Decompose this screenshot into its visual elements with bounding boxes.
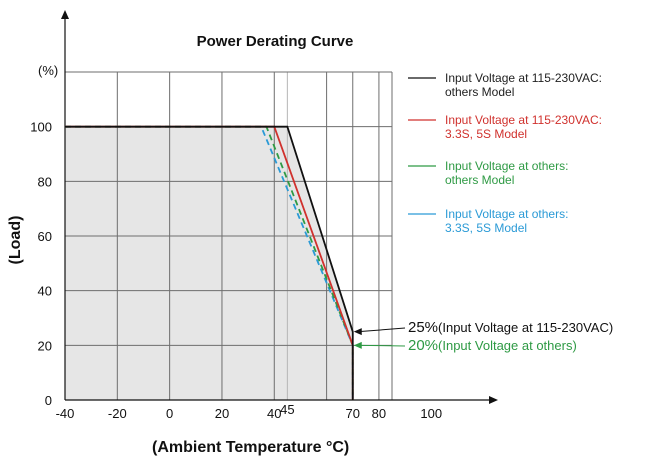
x-tick-label: 40 [267,406,281,421]
annotation-label: 25%(Input Voltage at 115-230VAC) [408,319,613,336]
annotations: 25%(Input Voltage at 115-230VAC)20%(Inpu… [353,319,613,354]
x-tick-label: -40 [56,406,75,421]
y-tick-label: 20 [38,338,52,353]
legend: Input Voltage at 115-230VAC:others Model… [408,71,602,235]
series-lines [65,125,354,400]
legend-label: Input Voltage at others: [445,159,568,173]
y-axis-label: (Load) [7,216,24,265]
x-axis-arrow [489,396,498,404]
x-tick-label: 70 [346,406,360,421]
annotation-arrow [358,344,406,347]
x-tick-label: 0 [166,406,173,421]
x-axis-label-unit: °C) [326,439,349,456]
legend-label: others Model [445,85,514,99]
annotation-arrow [358,327,406,333]
x-tick-label: 100 [420,406,442,421]
shaded-operating-area [65,126,353,401]
legend-label: Input Voltage at 115-230VAC: [445,113,602,127]
annotation-label: 20%(Input Voltage at others) [408,337,577,354]
x-tick-label: 20 [215,406,229,421]
x-axis-label: (Ambient Temperature °C) [152,439,349,456]
y-tick-label: 0 [45,393,52,408]
series-line [65,125,354,400]
y-unit-label: (%) [38,63,58,78]
y-tick-label: 100 [30,120,52,135]
x-axis-label-main: (Ambient Temperature [152,439,326,456]
y-tick-label: 60 [38,229,52,244]
y-axis-arrow [61,10,69,19]
legend-label: Input Voltage at 115-230VAC: [445,71,602,85]
x-tick-label: 80 [372,406,386,421]
legend-label: 3.3S, 5S Model [445,127,527,141]
annotation-arrowhead [353,341,362,349]
x-tick-label: -20 [108,406,127,421]
axes [61,10,498,404]
x-tick-label: 45 [280,402,294,417]
shaded-area [65,126,353,401]
chart-title: Power Derating Curve [197,33,354,50]
legend-label: others Model [445,173,514,187]
y-tick-label: 40 [38,284,52,299]
legend-label: Input Voltage at others: [445,207,568,221]
y-tick-label: 80 [38,174,52,189]
legend-label: 3.3S, 5S Model [445,221,527,235]
annotation-arrowhead [353,328,362,336]
